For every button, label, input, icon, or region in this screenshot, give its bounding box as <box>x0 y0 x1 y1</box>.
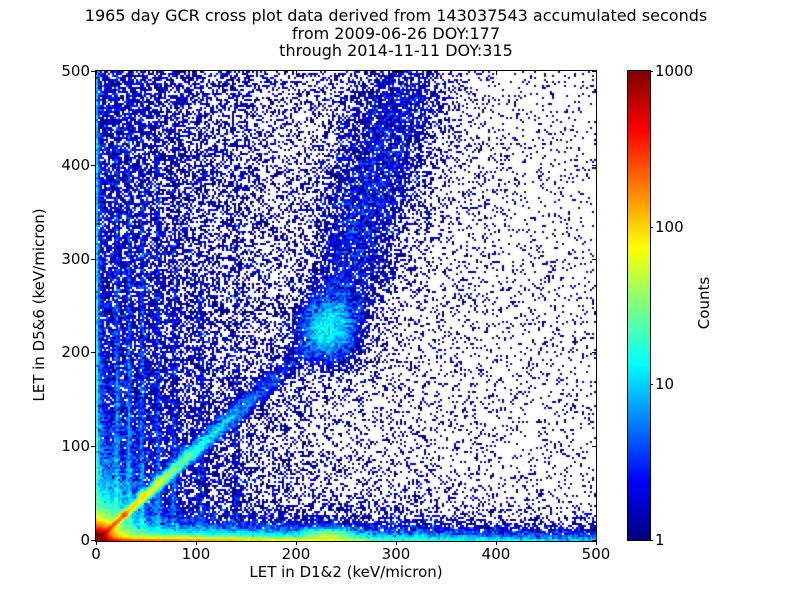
x-tick-mark-top <box>296 71 297 75</box>
y-tick-mark <box>91 446 95 448</box>
y-tick-label: 100 <box>61 437 90 456</box>
y-tick-label: 500 <box>61 62 90 80</box>
y-tick-mark-right <box>592 446 596 448</box>
y-tick-mark <box>91 540 95 541</box>
colorbar-label: Counts <box>695 276 713 330</box>
y-tick-label: 400 <box>61 155 90 174</box>
colorbar-tick-label: 1 <box>655 531 665 549</box>
x-tick-label: 200 <box>281 545 311 563</box>
x-tick-label: 400 <box>481 545 511 563</box>
x-tick-mark <box>496 541 497 545</box>
y-tick-label: 200 <box>61 343 90 362</box>
plot-area <box>95 70 597 542</box>
y-tick-label: 300 <box>61 249 90 268</box>
colorbar-gradient-canvas <box>628 71 650 540</box>
y-tick-mark <box>91 71 95 72</box>
y-tick-mark <box>91 258 95 260</box>
x-tick-mark-top <box>596 71 597 75</box>
y-tick-mark-right <box>592 540 596 541</box>
y-axis-label: LET in D5&6 (keV/micron) <box>30 208 48 402</box>
chart-title-line-2: from 2009-06-26 DOY:177 <box>291 23 500 43</box>
y-tick-mark <box>91 352 95 354</box>
x-axis-label: LET in D1&2 (keV/micron) <box>249 563 443 581</box>
x-tick-label: 0 <box>91 545 101 563</box>
y-tick-mark-right <box>592 352 596 354</box>
colorbar-tick-label: 100 <box>655 218 684 237</box>
y-tick-mark-right <box>592 71 596 72</box>
x-tick-label: 100 <box>181 545 211 563</box>
x-tick-label: 500 <box>581 545 611 563</box>
chart-title-line-3: through 2014-11-11 DOY:315 <box>279 41 513 60</box>
x-tick-mark <box>296 541 297 545</box>
colorbar <box>627 70 651 541</box>
colorbar-tick-mark <box>650 540 653 541</box>
y-tick-label: 0 <box>80 531 90 549</box>
colorbar-tick-label: 1000 <box>655 62 694 80</box>
colorbar-tick-mark <box>650 71 653 72</box>
x-tick-mark <box>96 541 97 545</box>
x-tick-label: 300 <box>381 545 411 563</box>
x-tick-mark <box>596 541 597 545</box>
colorbar-tick-label: 10 <box>655 374 675 393</box>
x-tick-mark <box>396 541 397 545</box>
chart-title: 1965 day GCR cross plot data derived fro… <box>0 7 792 60</box>
x-tick-mark-top <box>496 71 497 75</box>
x-tick-mark-top <box>396 71 397 75</box>
colorbar-tick-mark <box>650 383 653 385</box>
y-tick-mark <box>91 164 95 166</box>
colorbar-tick-mark <box>650 227 653 229</box>
chart-title-line-1: 1965 day GCR cross plot data derived fro… <box>84 6 708 25</box>
x-tick-mark <box>196 541 197 545</box>
y-tick-mark-right <box>592 164 596 166</box>
x-tick-mark-top <box>196 71 197 75</box>
x-tick-mark-top <box>96 71 97 75</box>
y-tick-mark-right <box>592 258 596 260</box>
scatter-heatmap-canvas <box>96 71 596 541</box>
